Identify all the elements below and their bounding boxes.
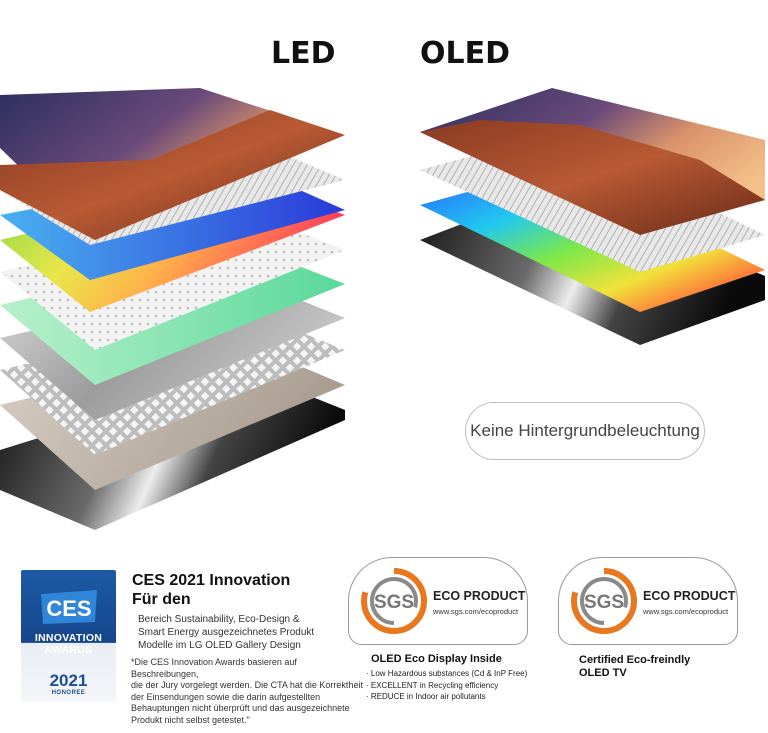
ces-note-line5: Produkt nicht selbst getestet." — [131, 714, 250, 725]
sgs-url: www.sgs.com/ecoproduct — [643, 607, 729, 616]
layer-illustration — [0, 88, 765, 530]
led-stack — [0, 88, 345, 530]
led-heading: LED — [271, 36, 336, 71]
sgs-logo-text: SGS — [374, 592, 414, 613]
sgs-left-title: OLED Eco Display Inside — [371, 653, 502, 665]
ces-desc-line2: Smart Energy ausgezeichnetes Produkt — [138, 627, 315, 638]
ces-desc-line3: Modelle im LG OLED Gallery Design — [138, 640, 301, 651]
oled-layer-screen — [420, 88, 765, 235]
sgs-logo-icon: SGS — [571, 568, 637, 634]
list-item: · Low Hazardous substances (Cd & InP Fre… — [366, 669, 528, 678]
sgs-right-title: Certified Eco-freindly OLED TV — [579, 654, 690, 680]
sgs-logo-text: SGS — [584, 592, 624, 613]
ces-desc-line1: Bereich Sustainability, Eco-Design & — [138, 614, 300, 625]
ces-award-footnote: *Die CES Innovation Awards basieren auf … — [131, 657, 366, 726]
list-item: · EXCELLENT in Recycling efficiency — [366, 680, 499, 690]
ces-badge-year: 2021 — [49, 671, 88, 690]
sgs-url: www.sgs.com/ecoproduct — [433, 607, 519, 616]
sgs-eco-badge-left: SGS ECO PRODUCT www.sgs.com/ecoproduct — [348, 557, 528, 645]
ces-badge-line2: AWARDS — [44, 644, 93, 656]
ces-award-badge: CES INNOVATION AWARDS 2021 HONOREE — [21, 570, 116, 702]
ces-logo-text: CES — [46, 596, 91, 621]
sgs-eco-label: ECO PRODUCT — [643, 589, 736, 603]
sgs-right-title-line1: Certified Eco-freindly — [579, 654, 691, 666]
ces-badge-awards: INNOVATION AWARDS — [21, 632, 116, 656]
oled-heading: OLED — [420, 36, 511, 71]
sgs-eco-badge-right: SGS ECO PRODUCT www.sgs.com/ecoproduct — [558, 557, 738, 645]
list-item: · REDUCE in Indoor air pollutants — [366, 692, 486, 701]
ces-note-line1: *Die CES Innovation Awards basieren auf … — [131, 657, 297, 679]
ces-note-line3: der Einsendungen sowie die darin aufgest… — [131, 691, 321, 702]
no-backlight-label: Keine Hintergrundbeleuchtung — [465, 402, 705, 460]
oled-stack — [420, 88, 765, 345]
ces-badge-honoree: HONOREE — [51, 690, 86, 696]
ces-title-line2: Für den — [132, 591, 191, 608]
sgs-logo-icon: SGS — [361, 568, 427, 634]
sgs-right-title-line2: OLED TV — [579, 667, 627, 679]
led-layer-screen — [0, 88, 345, 240]
ces-logo-icon: CES — [41, 590, 97, 624]
ces-award-description: Bereich Sustainability, Eco-Design & Sma… — [138, 613, 338, 652]
ces-note-line2: die der Jury vorgelegt werden. Die CTA h… — [131, 680, 363, 690]
ces-note-line4: Behauptungen nicht überprüft und das aus… — [131, 703, 350, 713]
sgs-left-list: · Low Hazardous substances (Cd & InP Fre… — [366, 668, 527, 703]
ces-title-line1: CES 2021 Innovation — [132, 572, 291, 589]
sgs-eco-label: ECO PRODUCT — [433, 589, 526, 603]
ces-award-title: CES 2021 Innovation Für den — [132, 571, 290, 609]
ces-badge-line1: INNOVATION — [34, 632, 103, 644]
